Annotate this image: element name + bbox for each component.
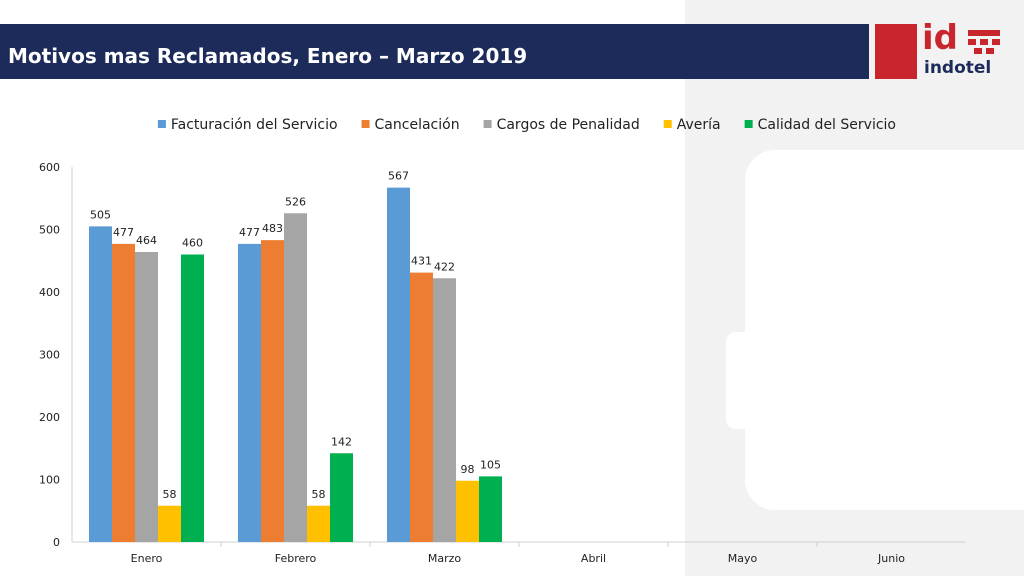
bar-value-label: 477 — [113, 226, 134, 239]
x-tick-label: Abril — [581, 552, 606, 565]
bar — [181, 254, 204, 542]
title-bar — [0, 24, 869, 79]
bar-value-label: 483 — [262, 222, 283, 235]
y-tick-label: 600 — [39, 161, 60, 174]
legend-swatch — [663, 120, 672, 128]
x-tick-label: Mayo — [728, 552, 758, 565]
bar — [433, 278, 456, 542]
legend-swatch — [361, 120, 370, 128]
bar-value-label: 526 — [285, 195, 306, 208]
y-tick-label: 100 — [39, 474, 60, 487]
legend-swatch — [157, 120, 166, 128]
legend-label: Cancelación — [375, 117, 460, 133]
y-tick-label: 200 — [39, 411, 60, 424]
bar-value-label: 477 — [239, 226, 260, 239]
logo-mark: id — [922, 18, 958, 58]
bar — [330, 453, 353, 542]
bar — [89, 226, 112, 542]
logo-name: indotel — [924, 58, 992, 78]
page-title: Motivos mas Reclamados, Enero – Marzo 20… — [8, 44, 528, 68]
legend-swatch — [744, 120, 753, 128]
bar — [410, 272, 433, 542]
bar — [307, 505, 330, 542]
y-tick-label: 0 — [53, 536, 60, 549]
bar — [112, 243, 135, 542]
bar-value-label: 460 — [182, 237, 203, 250]
bar-value-label: 105 — [480, 458, 501, 471]
bar — [284, 213, 307, 542]
legend-label: Cargos de Penalidad — [497, 117, 640, 133]
y-tick-label: 400 — [39, 286, 60, 299]
bar-value-label: 58 — [312, 488, 326, 501]
bar-value-label: 567 — [388, 170, 409, 183]
x-tick-label: Junio — [877, 552, 905, 565]
chart-axes: 0 100 200 300 400 500 600 Enero Febrero Marzo Abri… — [39, 161, 966, 565]
x-tick-label: Marzo — [428, 552, 462, 565]
background-notch — [745, 150, 1024, 510]
x-tick-label: Febrero — [275, 552, 317, 565]
bar — [261, 240, 284, 542]
bar-value-label: 422 — [434, 260, 455, 273]
bar — [479, 476, 502, 542]
y-tick-label: 500 — [39, 224, 60, 237]
bar-value-label: 464 — [136, 234, 157, 247]
logo-red-block — [875, 24, 917, 79]
chart-legend: Facturación del Servicio Cancelación Cargo… — [157, 117, 896, 133]
x-tick-label: Enero — [131, 552, 163, 565]
bar — [387, 187, 410, 542]
bar — [456, 480, 479, 542]
bar-value-label: 431 — [411, 255, 432, 268]
bar — [238, 243, 261, 542]
bar-value-label: 142 — [331, 435, 352, 448]
bar — [158, 505, 181, 542]
background-card — [726, 332, 994, 429]
legend-label: Avería — [677, 117, 721, 133]
bar-value-label: 98 — [461, 463, 475, 476]
legend-label: Facturación del Servicio — [171, 117, 338, 133]
logo-grid-icon — [968, 30, 1000, 54]
bar — [135, 252, 158, 542]
bar-value-label: 58 — [163, 488, 177, 501]
bar-value-label: 505 — [90, 208, 111, 221]
legend-label: Calidad del Servicio — [758, 117, 896, 133]
chart-bars — [89, 187, 502, 542]
legend-swatch — [483, 120, 492, 128]
y-tick-label: 300 — [39, 349, 60, 362]
